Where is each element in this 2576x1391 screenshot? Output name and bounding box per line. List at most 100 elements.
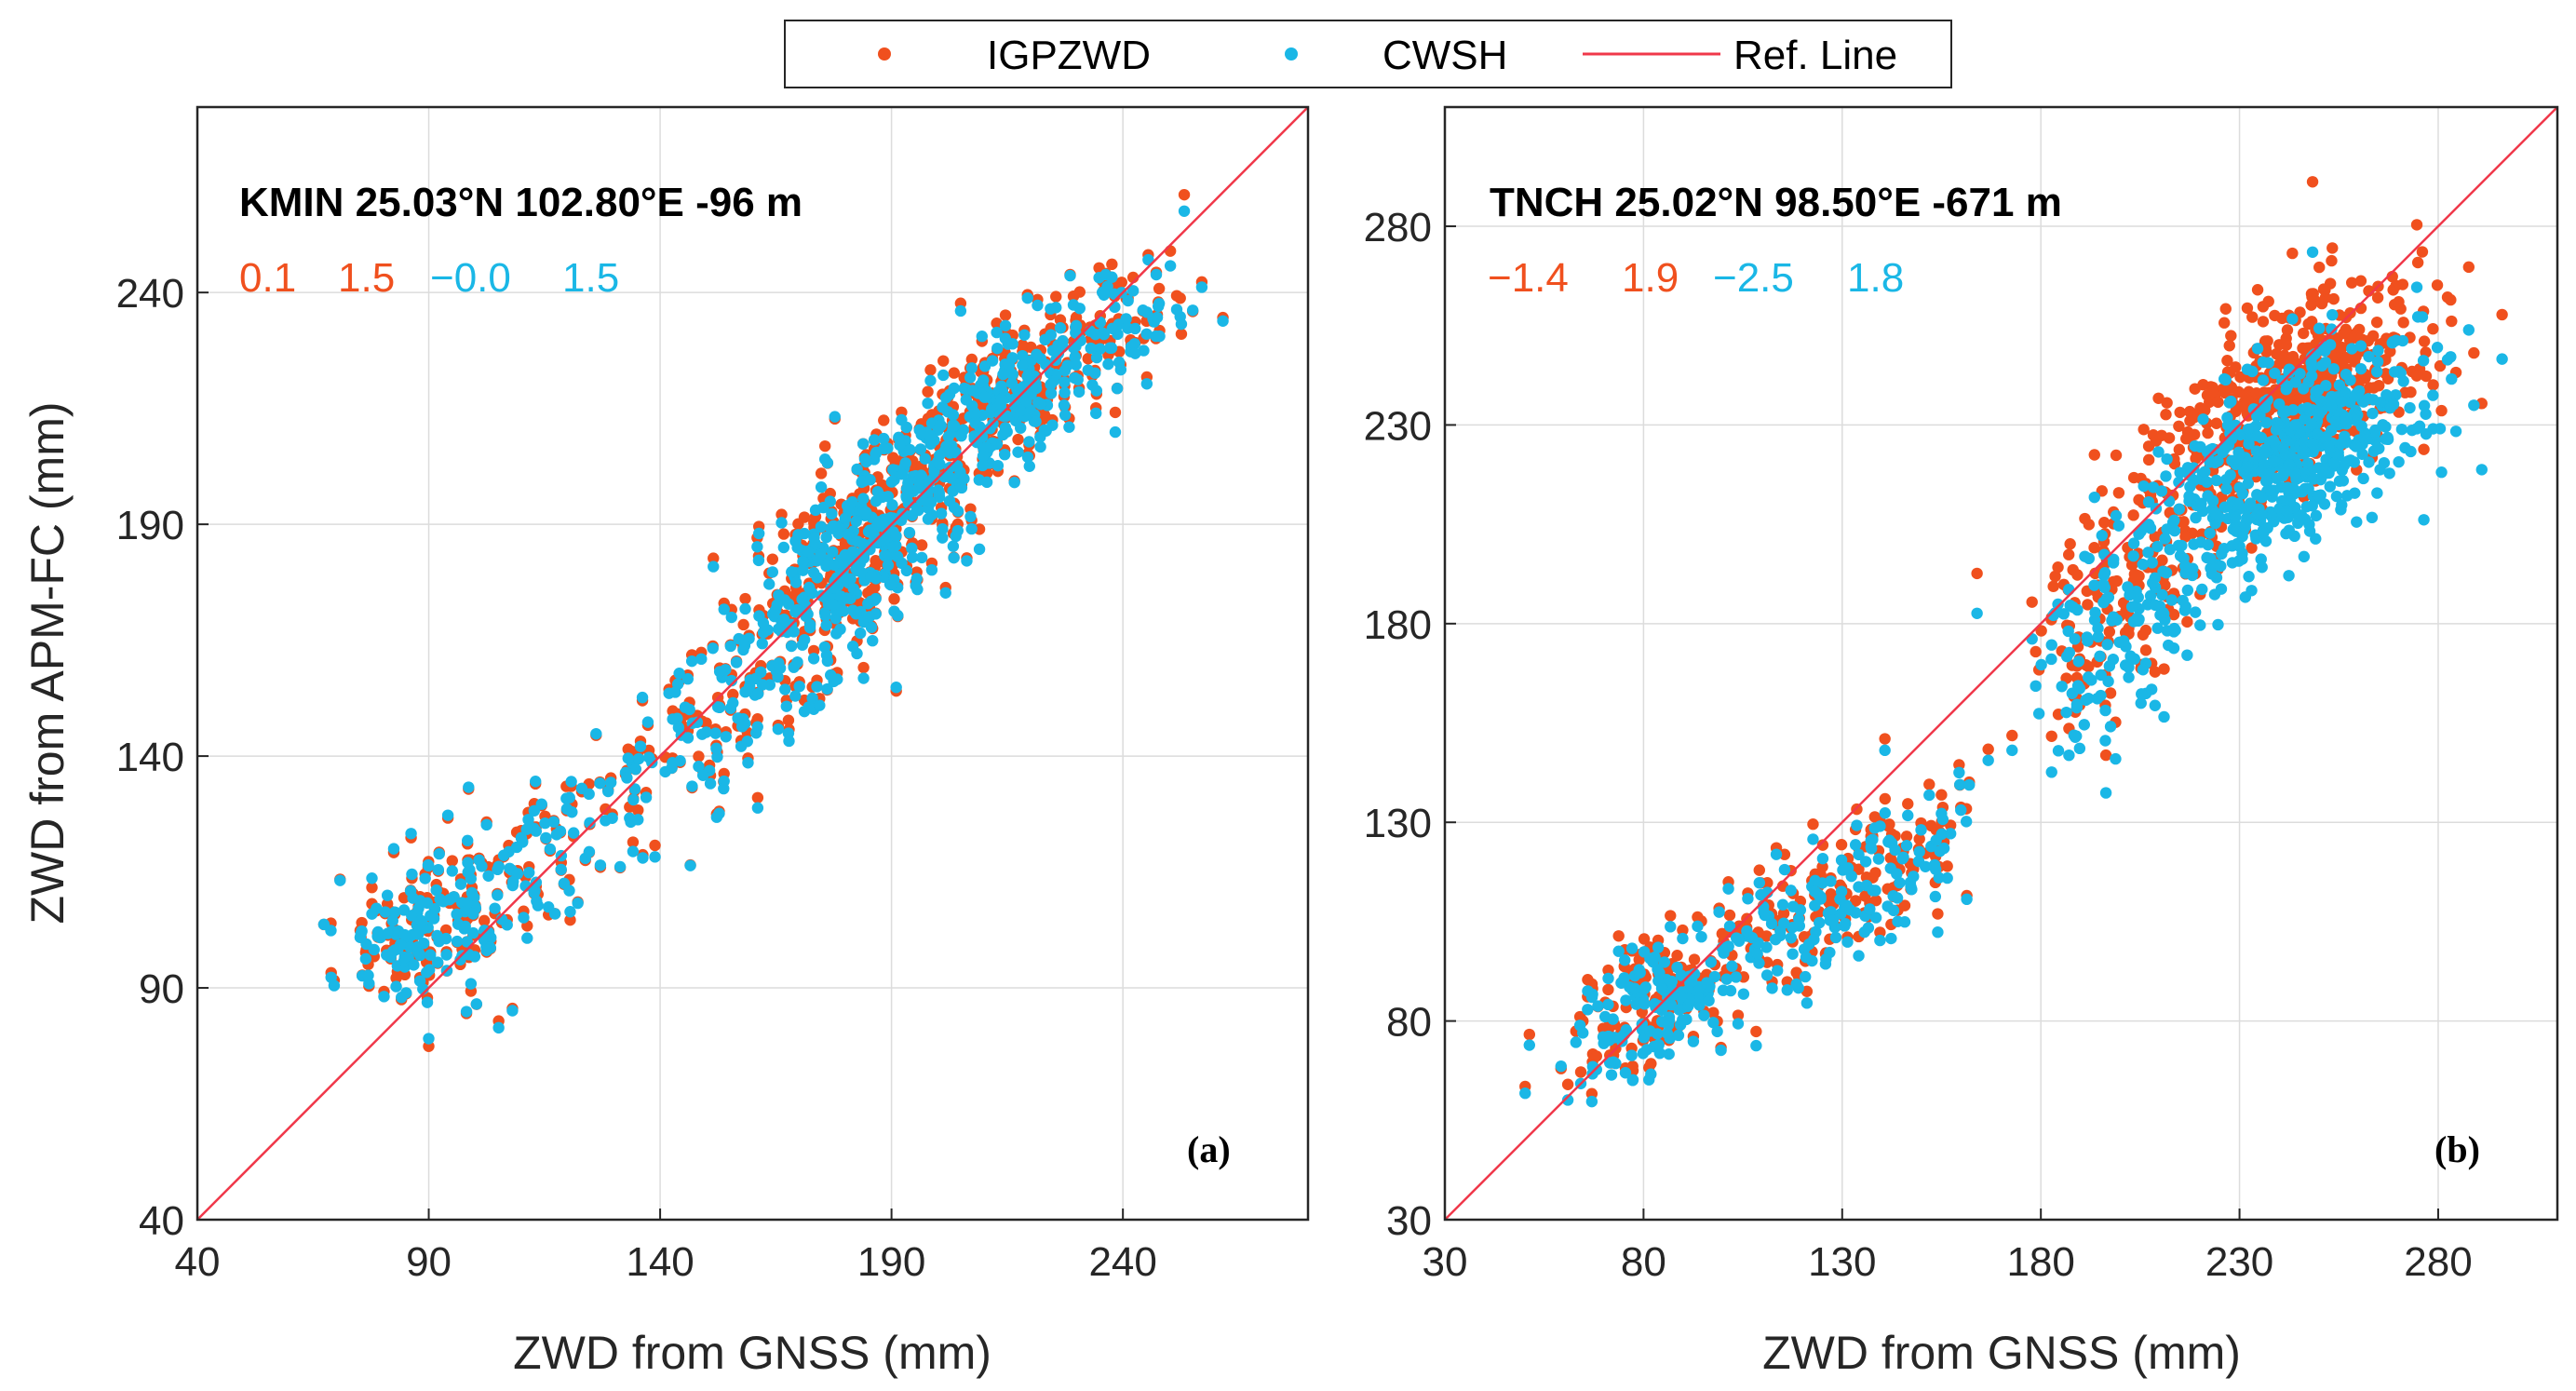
point-igpzwd [2049, 570, 2061, 583]
point-cwsh [762, 624, 774, 636]
point-cwsh [1021, 451, 1034, 464]
point-cwsh [465, 886, 479, 899]
point-igpzwd [564, 913, 576, 926]
point-cwsh [1111, 383, 1124, 395]
point-cwsh [772, 670, 784, 683]
point-cwsh [2306, 499, 2318, 512]
point-cwsh [1072, 385, 1086, 398]
point-cwsh [590, 727, 602, 740]
point-cwsh [875, 534, 888, 547]
point-igpzwd [1913, 832, 1925, 845]
point-cwsh [2230, 419, 2242, 431]
point-cwsh [1705, 956, 1717, 968]
point-cwsh [2219, 373, 2232, 386]
point-igpzwd [2088, 542, 2100, 554]
point-cwsh [2127, 537, 2140, 549]
point-cwsh [434, 893, 446, 905]
point-cwsh [973, 543, 986, 556]
point-cwsh [432, 863, 444, 876]
point-cwsh [995, 380, 1007, 392]
point-cwsh [2286, 313, 2299, 325]
point-cwsh [718, 603, 730, 615]
point-cwsh [1059, 386, 1071, 398]
point-cwsh [773, 657, 785, 669]
point-igpzwd [2179, 531, 2192, 543]
point-cwsh [2092, 630, 2104, 643]
point-cwsh [903, 526, 916, 539]
point-cwsh [1063, 421, 1075, 433]
point-igpzwd [775, 508, 788, 520]
point-cwsh [1825, 906, 1837, 918]
point-cwsh [896, 468, 909, 480]
point-igpzwd [1781, 976, 1793, 988]
point-cwsh [1602, 972, 1614, 985]
point-igpzwd [2251, 284, 2264, 296]
point-cwsh [2301, 401, 2313, 414]
point-cwsh [1602, 998, 1614, 1011]
point-igpzwd [2496, 308, 2508, 321]
point-cwsh [1073, 303, 1086, 315]
point-cwsh [2295, 509, 2308, 521]
point-cwsh [828, 559, 840, 571]
point-cwsh [2123, 661, 2135, 673]
point-cwsh [809, 504, 822, 517]
point-igpzwd [2393, 296, 2405, 308]
point-cwsh [2299, 482, 2311, 495]
point-igpzwd [2281, 324, 2294, 336]
point-cwsh [763, 578, 775, 590]
point-cwsh [2135, 696, 2147, 709]
point-cwsh [819, 609, 831, 622]
point-cwsh [2326, 308, 2339, 321]
point-igpzwd [2431, 279, 2444, 291]
point-cwsh [1006, 338, 1018, 350]
point-cwsh [2045, 766, 2057, 778]
point-cwsh [2462, 324, 2475, 336]
point-cwsh [1640, 1044, 1653, 1056]
point-cwsh [634, 740, 647, 752]
point-igpzwd [1750, 1025, 1762, 1038]
point-cwsh [632, 752, 645, 765]
point-igpzwd [2156, 554, 2168, 566]
point-cwsh [2142, 519, 2155, 531]
point-cwsh [2340, 412, 2353, 424]
point-cwsh [2006, 744, 2018, 757]
panel-a-stats: 0.1 1.5 −0.0 1.5 [239, 255, 619, 301]
point-igpzwd [2082, 599, 2094, 611]
point-igpzwd [2326, 242, 2339, 254]
point-cwsh [2142, 547, 2154, 559]
point-cwsh [1126, 285, 1140, 297]
point-cwsh [560, 792, 573, 804]
point-igpzwd [2242, 395, 2255, 407]
point-cwsh [2320, 463, 2332, 476]
point-igpzwd [2103, 626, 2116, 638]
point-cwsh [1555, 1060, 1567, 1073]
point-cwsh [1619, 1067, 1632, 1079]
point-cwsh [1045, 387, 1058, 399]
point-igpzwd [2349, 329, 2362, 342]
y-tick-label: 40 [139, 1198, 184, 1244]
point-cwsh [2363, 350, 2375, 363]
point-cwsh [2354, 362, 2367, 375]
point-cwsh [976, 331, 988, 343]
panel-b-stat-igpzwd-bias: −1.4 [1488, 255, 1569, 301]
point-cwsh [2335, 438, 2347, 451]
point-igpzwd [737, 618, 749, 631]
point-cwsh [583, 845, 596, 858]
point-cwsh [1585, 991, 1598, 1004]
point-cwsh [1955, 804, 1967, 817]
point-cwsh [696, 728, 708, 740]
point-cwsh [2236, 530, 2248, 543]
point-cwsh [421, 996, 434, 1008]
point-cwsh [914, 443, 926, 455]
point-cwsh [2169, 624, 2181, 637]
point-cwsh [2239, 520, 2251, 533]
point-cwsh [725, 611, 737, 624]
point-cwsh [1030, 415, 1042, 427]
point-cwsh [934, 458, 946, 470]
legend: IGPZWD CWSH Ref. Line [784, 20, 1952, 88]
point-cwsh [781, 626, 793, 639]
point-cwsh [1612, 945, 1625, 957]
point-cwsh [2383, 467, 2395, 479]
point-cwsh [2241, 512, 2253, 524]
point-cwsh [854, 627, 867, 640]
